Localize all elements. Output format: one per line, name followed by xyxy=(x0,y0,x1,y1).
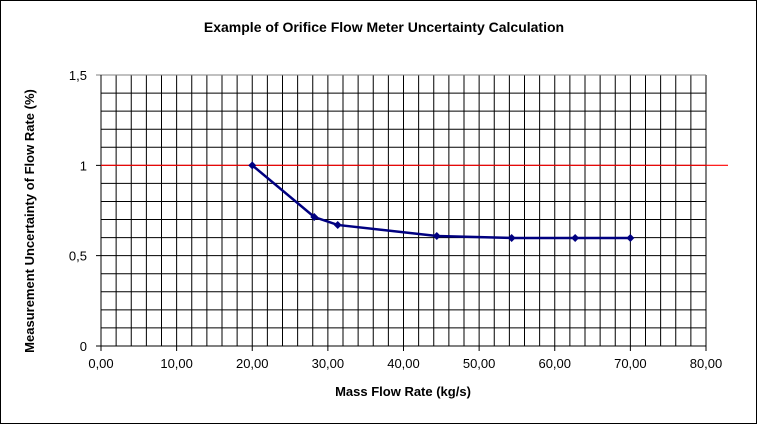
x-tick-label: 0,00 xyxy=(88,356,113,371)
x-tick-labels: 0,00 10,00 20,00 30,00 40,00 50,00 60,00 70,00 8… xyxy=(88,356,722,371)
x-tick-label: 70,00 xyxy=(614,356,647,371)
y-axis-label: Measurement Uncertainty of Flow Rate (%) xyxy=(22,89,37,353)
x-axis-label: Mass Flow Rate (kg/s) xyxy=(335,384,471,399)
y-tick-label: 1 xyxy=(80,158,87,173)
data-point xyxy=(571,233,580,242)
y-tick-label: 0,5 xyxy=(69,249,87,264)
x-tick-label: 20,00 xyxy=(236,356,269,371)
data-point xyxy=(248,161,257,170)
x-tick-label: 10,00 xyxy=(160,356,193,371)
x-tick-label: 30,00 xyxy=(312,356,345,371)
x-tick-label: 80,00 xyxy=(690,356,723,371)
data-point xyxy=(507,233,516,242)
y-tick-labels: 0 0,5 1 1,5 xyxy=(69,68,87,354)
markers xyxy=(248,161,635,242)
y-tick-label: 0 xyxy=(80,339,87,354)
grid xyxy=(96,74,707,351)
x-tick-label: 50,00 xyxy=(463,356,496,371)
data-point xyxy=(626,233,635,242)
x-tick-label: 40,00 xyxy=(387,356,420,371)
data-point xyxy=(310,213,319,222)
data-point xyxy=(333,220,342,229)
y-tick-label: 1,5 xyxy=(69,68,87,83)
data-point xyxy=(432,231,441,240)
x-tick-label: 60,00 xyxy=(538,356,571,371)
chart-title: Example of Orifice Flow Meter Uncertaint… xyxy=(204,19,564,35)
